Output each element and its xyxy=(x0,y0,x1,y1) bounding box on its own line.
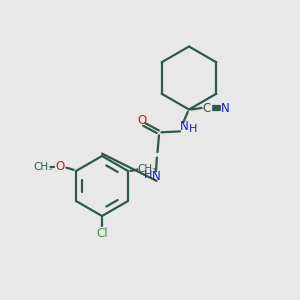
Text: O: O xyxy=(138,113,147,127)
Text: N: N xyxy=(179,120,188,133)
Text: H: H xyxy=(143,170,152,180)
Text: C: C xyxy=(203,101,211,115)
Text: N: N xyxy=(152,170,161,183)
Text: N: N xyxy=(221,101,230,115)
Text: CH₃: CH₃ xyxy=(33,161,52,172)
Text: H: H xyxy=(189,124,197,134)
Text: CH₃: CH₃ xyxy=(137,164,156,175)
Text: O: O xyxy=(56,160,65,173)
Text: Cl: Cl xyxy=(96,227,108,240)
